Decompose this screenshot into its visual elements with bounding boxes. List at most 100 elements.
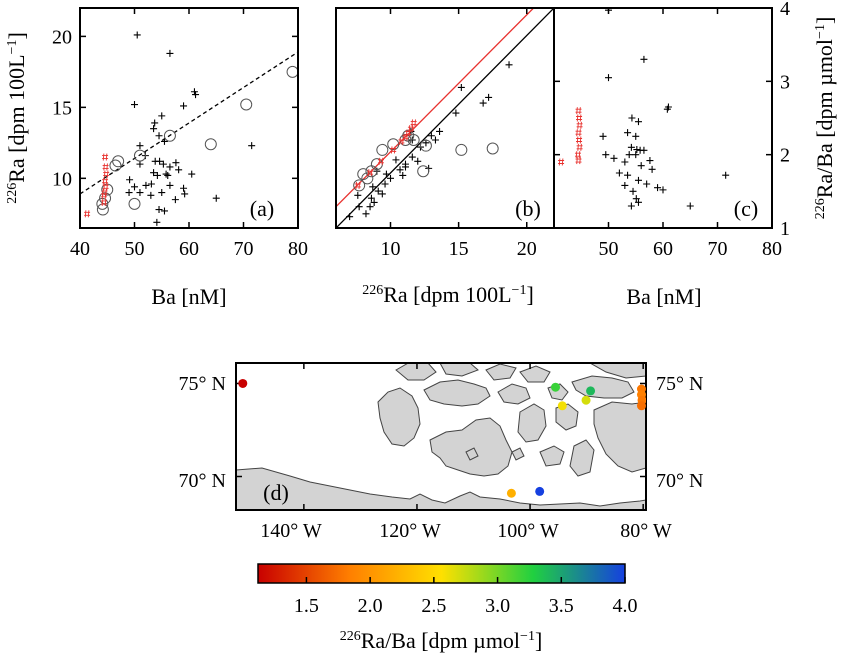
panel-a-point-plus (136, 160, 144, 168)
panel-a-point-plus (172, 159, 180, 167)
panel-c-point-plus (648, 165, 656, 173)
panel-a-point-hash (84, 210, 91, 218)
panel-b-x-tick-label: 15 (449, 238, 469, 260)
panel-a-point-circle (286, 65, 298, 78)
map-station-dot (557, 401, 567, 411)
panel-a-point-plus (159, 160, 167, 168)
panel-a-point-circle (163, 129, 176, 142)
colorbar-gradient (257, 563, 626, 584)
panel-b-point-circle (419, 139, 432, 152)
panel-a-x-tick-label: 60 (179, 238, 199, 260)
panel-b-point-circle (387, 138, 400, 151)
colorbar-tick-label: 3.5 (549, 595, 574, 617)
panel-b-point-plus (436, 127, 444, 135)
panel-c-y-tick-label: 3 (780, 71, 790, 93)
map-station-dot (506, 488, 516, 498)
panel-b-reference-line (336, 8, 554, 228)
panel-c-point-plus (632, 195, 640, 203)
panel-a: 40 50 60 70 80 10 15 20 (a) Ba [nM] 226Ra [dpm … (4, 7, 308, 309)
map-station-dot (535, 486, 545, 496)
panel-a-point-plus (192, 91, 200, 99)
panel-c-point-hash (558, 158, 565, 166)
colorbar-tick-label: 1.5 (294, 595, 319, 617)
panel-a-point-plus (147, 180, 155, 188)
panel-b-point-plus (362, 210, 370, 218)
panel-b-x-tick-label: 10 (381, 238, 401, 260)
panel-a-point-plus (136, 142, 144, 150)
panel-a-point-plus (126, 176, 134, 184)
panel-b-point-plus (479, 99, 487, 107)
panel-b-point-hash (377, 157, 384, 165)
map-lat-label-75-right: 75° N (656, 373, 703, 395)
panel-b-point-plus (346, 213, 354, 221)
panel-c-point-hash (574, 151, 581, 159)
map-lon-label-100w: 100° W (497, 520, 559, 542)
panel-a-point-circle (128, 197, 141, 210)
panel-a-point-plus (166, 181, 174, 189)
panel-b: 10 15 20 (b) 226Ra [dpm 100L−1] (335, 7, 555, 307)
panel-a-y-tick-label: 10 (52, 168, 72, 190)
panel-a-point-hash (102, 177, 109, 185)
panel-a-point-plus (188, 170, 196, 178)
panel-b-point-plus (414, 157, 422, 165)
map-lat-label-70-right: 70° N (656, 470, 703, 492)
panel-c-point-plus (663, 105, 671, 113)
panel-b-point-plus (457, 83, 465, 91)
panel-a-y-tick-label: 20 (52, 26, 72, 48)
panel-b-point-plus (382, 170, 390, 178)
panel-b-point-circle (455, 143, 468, 156)
panel-a-point-plus (151, 119, 159, 127)
panel-b-point-hash (398, 137, 405, 145)
panel-a-x-tick-label: 50 (125, 238, 145, 260)
panel-a-point-plus (212, 194, 220, 202)
colorbar-tick-label: 2.5 (421, 595, 446, 617)
panel-c-point-plus (621, 181, 629, 189)
panel-a-point-plus (158, 189, 166, 197)
panel-a-point-circle (204, 138, 217, 151)
panel-b-point-circle (407, 134, 420, 146)
panel-b-point-circle (376, 143, 389, 156)
panel-b-point-plus (505, 61, 513, 69)
panel-a-point-plus (160, 137, 168, 145)
panel-a-point-hash (100, 191, 107, 199)
panel-a-point-plus (158, 112, 166, 120)
panel-c-x-tick-label: 70 (708, 238, 728, 260)
panel-a-label: (a) (250, 196, 274, 221)
panel-c-y-tick-label: 2 (780, 145, 790, 167)
map-station-dot (636, 401, 646, 411)
panel-a-point-plus (156, 157, 164, 165)
panel-c-point-plus (632, 132, 640, 140)
map-lon-label-80w: 80° W (620, 520, 672, 542)
panel-a-point-plus (180, 184, 188, 192)
panel-c-label: (c) (734, 196, 758, 221)
panel-a-x-tick-label: 40 (70, 238, 90, 260)
panel-c-point-plus (625, 151, 633, 159)
panel-a-point-circle (133, 149, 146, 162)
panel-c-frame (553, 7, 773, 229)
panel-a-y-tick-label: 15 (52, 97, 72, 119)
panel-b-point-plus (452, 109, 460, 117)
panel-a-point-plus (248, 142, 256, 150)
panel-c-y-tick-label: 4 (780, 0, 790, 20)
panel-b-point-plus (369, 183, 377, 191)
panel-b-point-plus (355, 203, 363, 211)
panel-b-label: (b) (515, 196, 541, 221)
panel-a-point-plus (125, 189, 133, 197)
panel-c-point-plus (632, 151, 640, 159)
panel-a-point-plus (131, 101, 138, 109)
panel-b-point-plus (374, 187, 382, 195)
panel-b-reference-line (336, 8, 535, 208)
map-lat-label-70-left: 70° N (179, 470, 226, 492)
panel-a-point-plus (166, 163, 174, 171)
panel-c-y-tick-label: 1 (780, 218, 790, 240)
map-station-dot (581, 395, 591, 405)
map-lon-label-140w: 140° W (260, 520, 322, 542)
panel-a-point-hash (100, 198, 107, 206)
panel-c-point-plus (643, 180, 651, 188)
panel-a-point-plus (164, 171, 172, 179)
panel-b-point-plus (366, 203, 374, 211)
panel-c-point-plus (634, 176, 642, 184)
map-frame (235, 362, 647, 511)
panel-c-point-plus (640, 55, 648, 63)
panel-a-point-hash (102, 163, 109, 171)
